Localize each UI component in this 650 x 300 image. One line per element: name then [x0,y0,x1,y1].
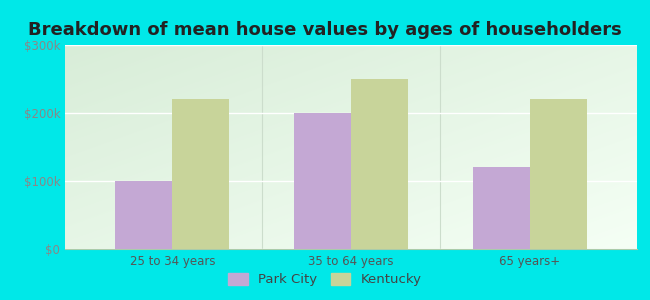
Text: Breakdown of mean house values by ages of householders: Breakdown of mean house values by ages o… [28,21,622,39]
Bar [351,79,408,249]
Bar [115,181,172,249]
Bar [473,167,530,249]
Bar [294,113,351,249]
Bar [530,99,587,249]
Legend: Park City, Kentucky: Park City, Kentucky [224,269,426,290]
Bar [172,99,229,249]
